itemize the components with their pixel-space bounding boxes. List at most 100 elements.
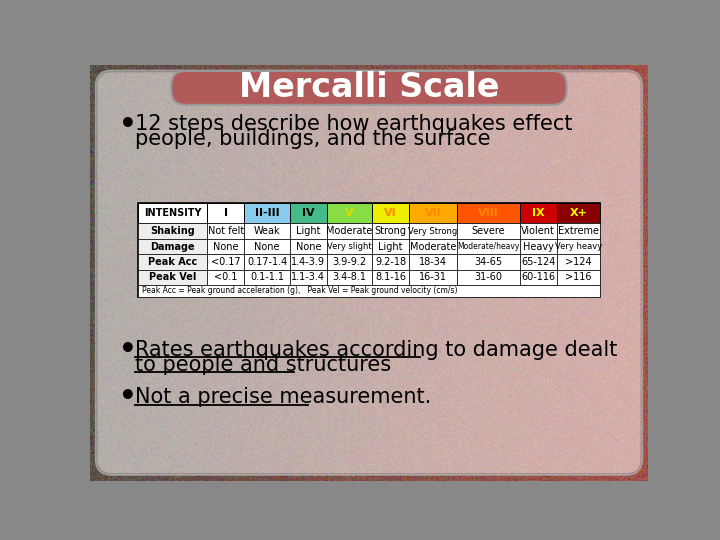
Text: 3.4-8.1: 3.4-8.1	[333, 272, 366, 282]
Text: Extreme: Extreme	[558, 226, 599, 236]
Text: Moderate: Moderate	[326, 226, 373, 236]
Text: 3.9-9.2: 3.9-9.2	[333, 257, 366, 267]
Text: Rates earthquakes according to damage dealt: Rates earthquakes according to damage de…	[135, 341, 617, 361]
Bar	[327, 239, 372, 254]
Text: Peak Vel: Peak Vel	[149, 272, 197, 282]
Text: <0.17: <0.17	[211, 257, 240, 267]
Bar	[138, 224, 207, 239]
Text: 60-116: 60-116	[521, 272, 555, 282]
Text: Light: Light	[379, 241, 403, 252]
Bar	[244, 269, 290, 285]
Bar	[290, 239, 327, 254]
Bar	[456, 204, 520, 224]
Bar	[409, 239, 456, 254]
Bar	[290, 224, 327, 239]
Text: 0.17-1.4: 0.17-1.4	[247, 257, 287, 267]
Bar	[409, 224, 456, 239]
Bar	[290, 204, 327, 224]
Text: people, buildings, and the surface: people, buildings, and the surface	[135, 129, 490, 148]
Text: 18-34: 18-34	[419, 257, 447, 267]
Text: Strong: Strong	[374, 226, 407, 236]
Bar	[207, 239, 244, 254]
Text: Damage: Damage	[150, 241, 195, 252]
Text: Severe: Severe	[472, 226, 505, 236]
Text: 0.1-1.1: 0.1-1.1	[250, 272, 284, 282]
Bar	[372, 239, 409, 254]
Text: I: I	[224, 208, 228, 218]
Bar	[244, 224, 290, 239]
Text: Very slight: Very slight	[327, 242, 372, 251]
Text: X+: X+	[570, 208, 588, 218]
Bar	[372, 254, 409, 269]
Text: <0.1: <0.1	[214, 272, 238, 282]
Text: VII: VII	[425, 208, 441, 218]
Bar	[557, 224, 600, 239]
Text: Weak: Weak	[253, 226, 280, 236]
Bar	[520, 239, 557, 254]
Text: VIII: VIII	[478, 208, 498, 218]
Text: Shaking: Shaking	[150, 226, 195, 236]
Bar	[207, 224, 244, 239]
Bar	[520, 224, 557, 239]
Text: 12 steps describe how earthquakes effect: 12 steps describe how earthquakes effect	[135, 114, 572, 134]
Text: Not felt: Not felt	[208, 226, 244, 236]
Bar	[207, 254, 244, 269]
Bar	[557, 204, 600, 224]
Text: •: •	[120, 111, 138, 139]
Text: Moderate: Moderate	[410, 241, 456, 252]
Text: >124: >124	[565, 257, 592, 267]
Text: >116: >116	[565, 272, 592, 282]
Text: Peak Acc = Peak ground acceleration (g),   Peak Vel = Peak ground velocity (cm/s: Peak Acc = Peak ground acceleration (g),…	[142, 286, 457, 295]
Text: VI: VI	[384, 208, 397, 218]
Bar	[138, 269, 207, 285]
Text: Light: Light	[296, 226, 320, 236]
Bar	[138, 285, 600, 296]
Bar	[138, 204, 600, 296]
Bar	[520, 269, 557, 285]
Text: 1.4-3.9: 1.4-3.9	[292, 257, 325, 267]
Bar	[290, 254, 327, 269]
Text: •: •	[120, 336, 138, 365]
Text: V: V	[345, 208, 354, 218]
Bar	[557, 254, 600, 269]
Bar	[409, 204, 456, 224]
Bar	[244, 254, 290, 269]
Bar	[520, 204, 557, 224]
Text: Very Strong: Very Strong	[408, 227, 458, 235]
Bar	[327, 254, 372, 269]
Text: Very heavy: Very heavy	[554, 242, 602, 251]
Bar	[372, 204, 409, 224]
Bar	[557, 269, 600, 285]
Text: 34-65: 34-65	[474, 257, 503, 267]
Text: Peak Acc: Peak Acc	[148, 257, 197, 267]
Text: Not a precise measurement.: Not a precise measurement.	[135, 387, 431, 408]
Bar	[244, 204, 290, 224]
Text: 8.1-16: 8.1-16	[375, 272, 406, 282]
Text: IV: IV	[302, 208, 315, 218]
Bar	[456, 224, 520, 239]
Text: Moderate/heavy: Moderate/heavy	[457, 242, 519, 251]
Bar	[372, 224, 409, 239]
Bar	[207, 204, 244, 224]
Text: None: None	[254, 241, 280, 252]
Text: 65-124: 65-124	[521, 257, 555, 267]
Bar	[327, 204, 372, 224]
Text: None: None	[295, 241, 321, 252]
Bar	[372, 269, 409, 285]
Bar	[456, 239, 520, 254]
FancyBboxPatch shape	[171, 71, 567, 105]
Text: 16-31: 16-31	[419, 272, 447, 282]
Bar	[138, 254, 207, 269]
Bar	[557, 239, 600, 254]
Text: 9.2-18: 9.2-18	[375, 257, 406, 267]
Bar	[456, 269, 520, 285]
Bar	[138, 239, 207, 254]
Bar	[207, 269, 244, 285]
Text: Mercalli Scale: Mercalli Scale	[239, 71, 499, 104]
Text: Violent: Violent	[521, 226, 555, 236]
Bar	[138, 204, 207, 224]
Bar	[409, 269, 456, 285]
Text: None: None	[213, 241, 238, 252]
Text: to people and structures: to people and structures	[135, 355, 391, 375]
FancyBboxPatch shape	[96, 71, 642, 475]
